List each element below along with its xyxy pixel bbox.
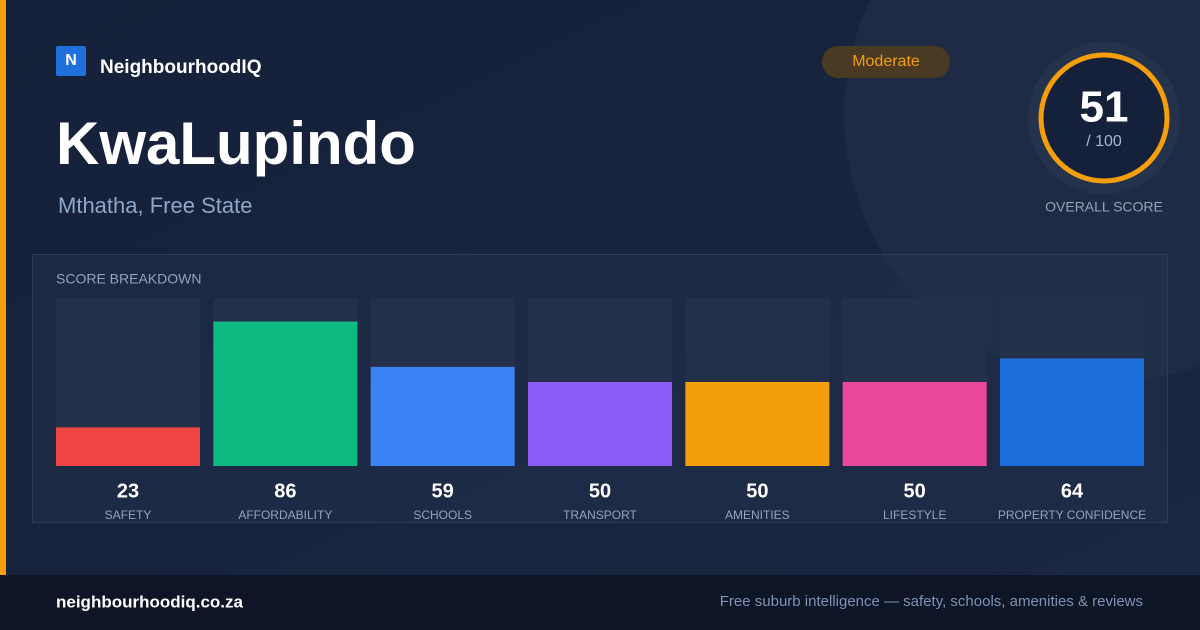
suburb-title: KwaLupindo (56, 110, 416, 177)
category-label: AMENITIES (725, 508, 790, 522)
overall-score: 51 (1080, 83, 1129, 132)
bar (1000, 358, 1144, 466)
accent-stripe (0, 0, 6, 575)
score-scale: / 100 (1086, 133, 1122, 150)
value-label: 86 (274, 480, 296, 502)
value-label: 59 (432, 480, 454, 502)
bar-chart: 23 SAFETY 86 AFFORDABILITY 59 SCHOOLS 50 TRANSP… (56, 298, 1146, 522)
bar (370, 366, 515, 466)
category-label: LIFESTYLE (883, 508, 946, 522)
value-label: 50 (589, 480, 611, 502)
bar (685, 382, 830, 466)
footer-site: neighbourhoodiq.co.za (56, 592, 244, 611)
bar (528, 382, 672, 466)
overall-label: OVERALL SCORE (1045, 199, 1163, 215)
brand-name: NeighbourhoodIQ (100, 57, 261, 78)
chart-title: SCORE BREAKDOWN (56, 271, 201, 287)
bar (842, 382, 987, 466)
rating-badge (822, 46, 950, 78)
category-label: SCHOOLS (413, 508, 472, 522)
value-label: 64 (1061, 480, 1084, 502)
value-label: 50 (904, 480, 926, 502)
bar (56, 427, 200, 466)
category-label: AFFORDABILITY (238, 508, 332, 522)
footer-tagline: Free suburb intelligence — safety, schoo… (720, 593, 1143, 610)
logo-letter: N (65, 52, 77, 69)
category-label: SAFETY (105, 508, 152, 522)
footer-bar (0, 575, 1200, 630)
bar (213, 321, 358, 466)
logo (56, 46, 86, 76)
value-label: 50 (746, 480, 768, 502)
location: Mthatha, Free State (58, 193, 252, 218)
rating-text: Moderate (852, 53, 920, 70)
value-label: 23 (117, 480, 139, 502)
category-label: TRANSPORT (563, 508, 637, 522)
score-ring (1038, 52, 1170, 184)
category-label: PROPERTY CONFIDENCE (998, 508, 1146, 522)
